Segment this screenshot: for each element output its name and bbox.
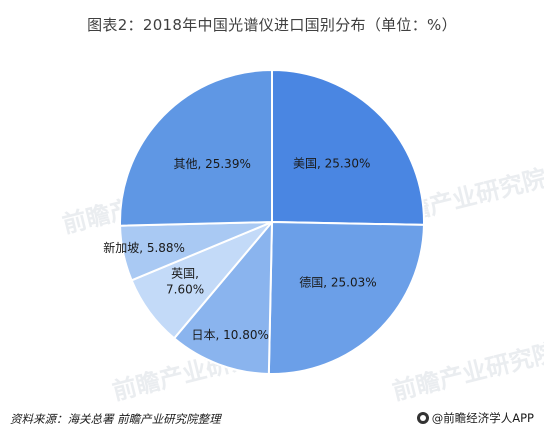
chart-title: 图表2：2018年中国光谱仪进口国别分布（单位：%）	[87, 16, 457, 34]
pie-chart: 美国, 25.30% 德国, 25.03% 日本, 10.80% 英国, 7.60% 新加…	[103, 68, 425, 375]
slice-label-英国: 英国, 7.60%	[166, 267, 204, 297]
brand-circle-icon	[416, 412, 429, 424]
pie-slice-日本	[172, 219, 274, 375]
brand-text: @前瞻经济学人APP	[431, 411, 534, 425]
brand-label: @前瞻经济学人APP	[416, 410, 534, 426]
pie-slice-其他	[119, 68, 273, 227]
slice-label-德国: 德国, 25.03%	[299, 274, 376, 289]
source-text: 资料来源：海关总署 前瞻产业研究院整理	[10, 412, 221, 426]
slice-label-新加坡: 新加坡, 5.88%	[103, 240, 185, 255]
pie-slice-德国	[267, 220, 425, 375]
slice-label-美国: 美国, 25.30%	[293, 157, 370, 171]
slice-label-日本: 日本, 10.80%	[192, 328, 269, 342]
footer: 资料来源：海关总署 前瞻产业研究院整理 @前瞻经济学人APP	[0, 398, 544, 437]
pie-slice-美国	[271, 68, 425, 226]
slice-label-其他: 其他, 25.39%	[173, 157, 250, 171]
